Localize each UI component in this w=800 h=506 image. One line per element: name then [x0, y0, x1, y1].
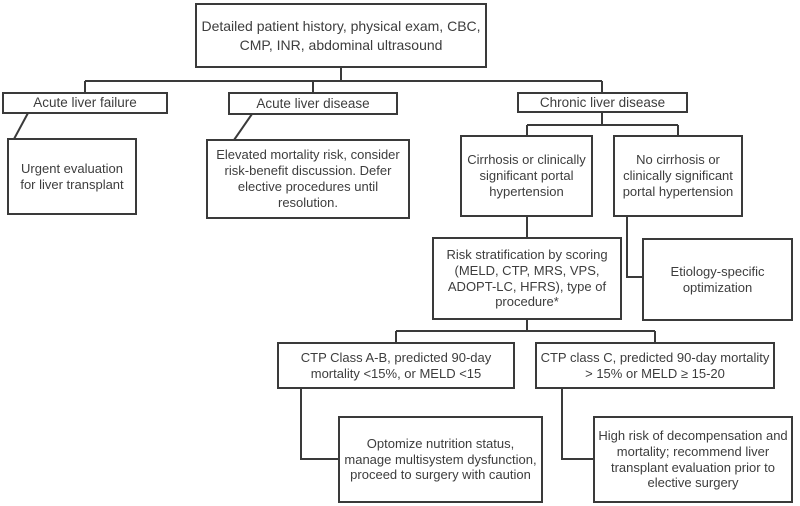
node-acute-liver-failure: Acute liver failure [2, 92, 168, 114]
connector-acute-disease-to-elevated [233, 113, 253, 141]
node-optimize-nutrition: Optomize nutrition status, manage multis… [338, 416, 543, 503]
node-urgent-evaluation: Urgent evaluation for liver transplant [7, 138, 137, 215]
node-etiology-optimization: Etiology-specific optimization [642, 238, 793, 321]
node-cirrhosis-portal-hypertension: Cirrhosis or clinically significant port… [460, 135, 593, 217]
connector-no-cirrhosis-to-etiology [626, 216, 643, 278]
node-acute-liver-disease: Acute liver disease [228, 92, 398, 115]
node-elevated-mortality: Elevated mortality risk, consider risk-b… [206, 139, 410, 219]
node-ctp-class-ab: CTP Class A-B, predicted 90-day mortalit… [277, 342, 515, 389]
connector-acute-failure-to-urgent [13, 112, 29, 140]
node-risk-stratification: Risk stratification by scoring (MELD, CT… [432, 237, 622, 320]
node-high-risk-decompensation: High risk of decompensation and mortalit… [593, 416, 793, 503]
node-ctp-class-c: CTP class C, predicted 90-day mortality … [535, 342, 775, 389]
node-patient-history: Detailed patient history, physical exam,… [195, 3, 487, 68]
connector-ctp-ab-to-optimize [300, 389, 339, 460]
node-no-cirrhosis-portal-hypertension: No cirrhosis or clinically significant p… [613, 135, 743, 217]
node-chronic-liver-disease: Chronic liver disease [517, 92, 688, 113]
connector-ctp-c-to-high-risk [561, 389, 594, 460]
